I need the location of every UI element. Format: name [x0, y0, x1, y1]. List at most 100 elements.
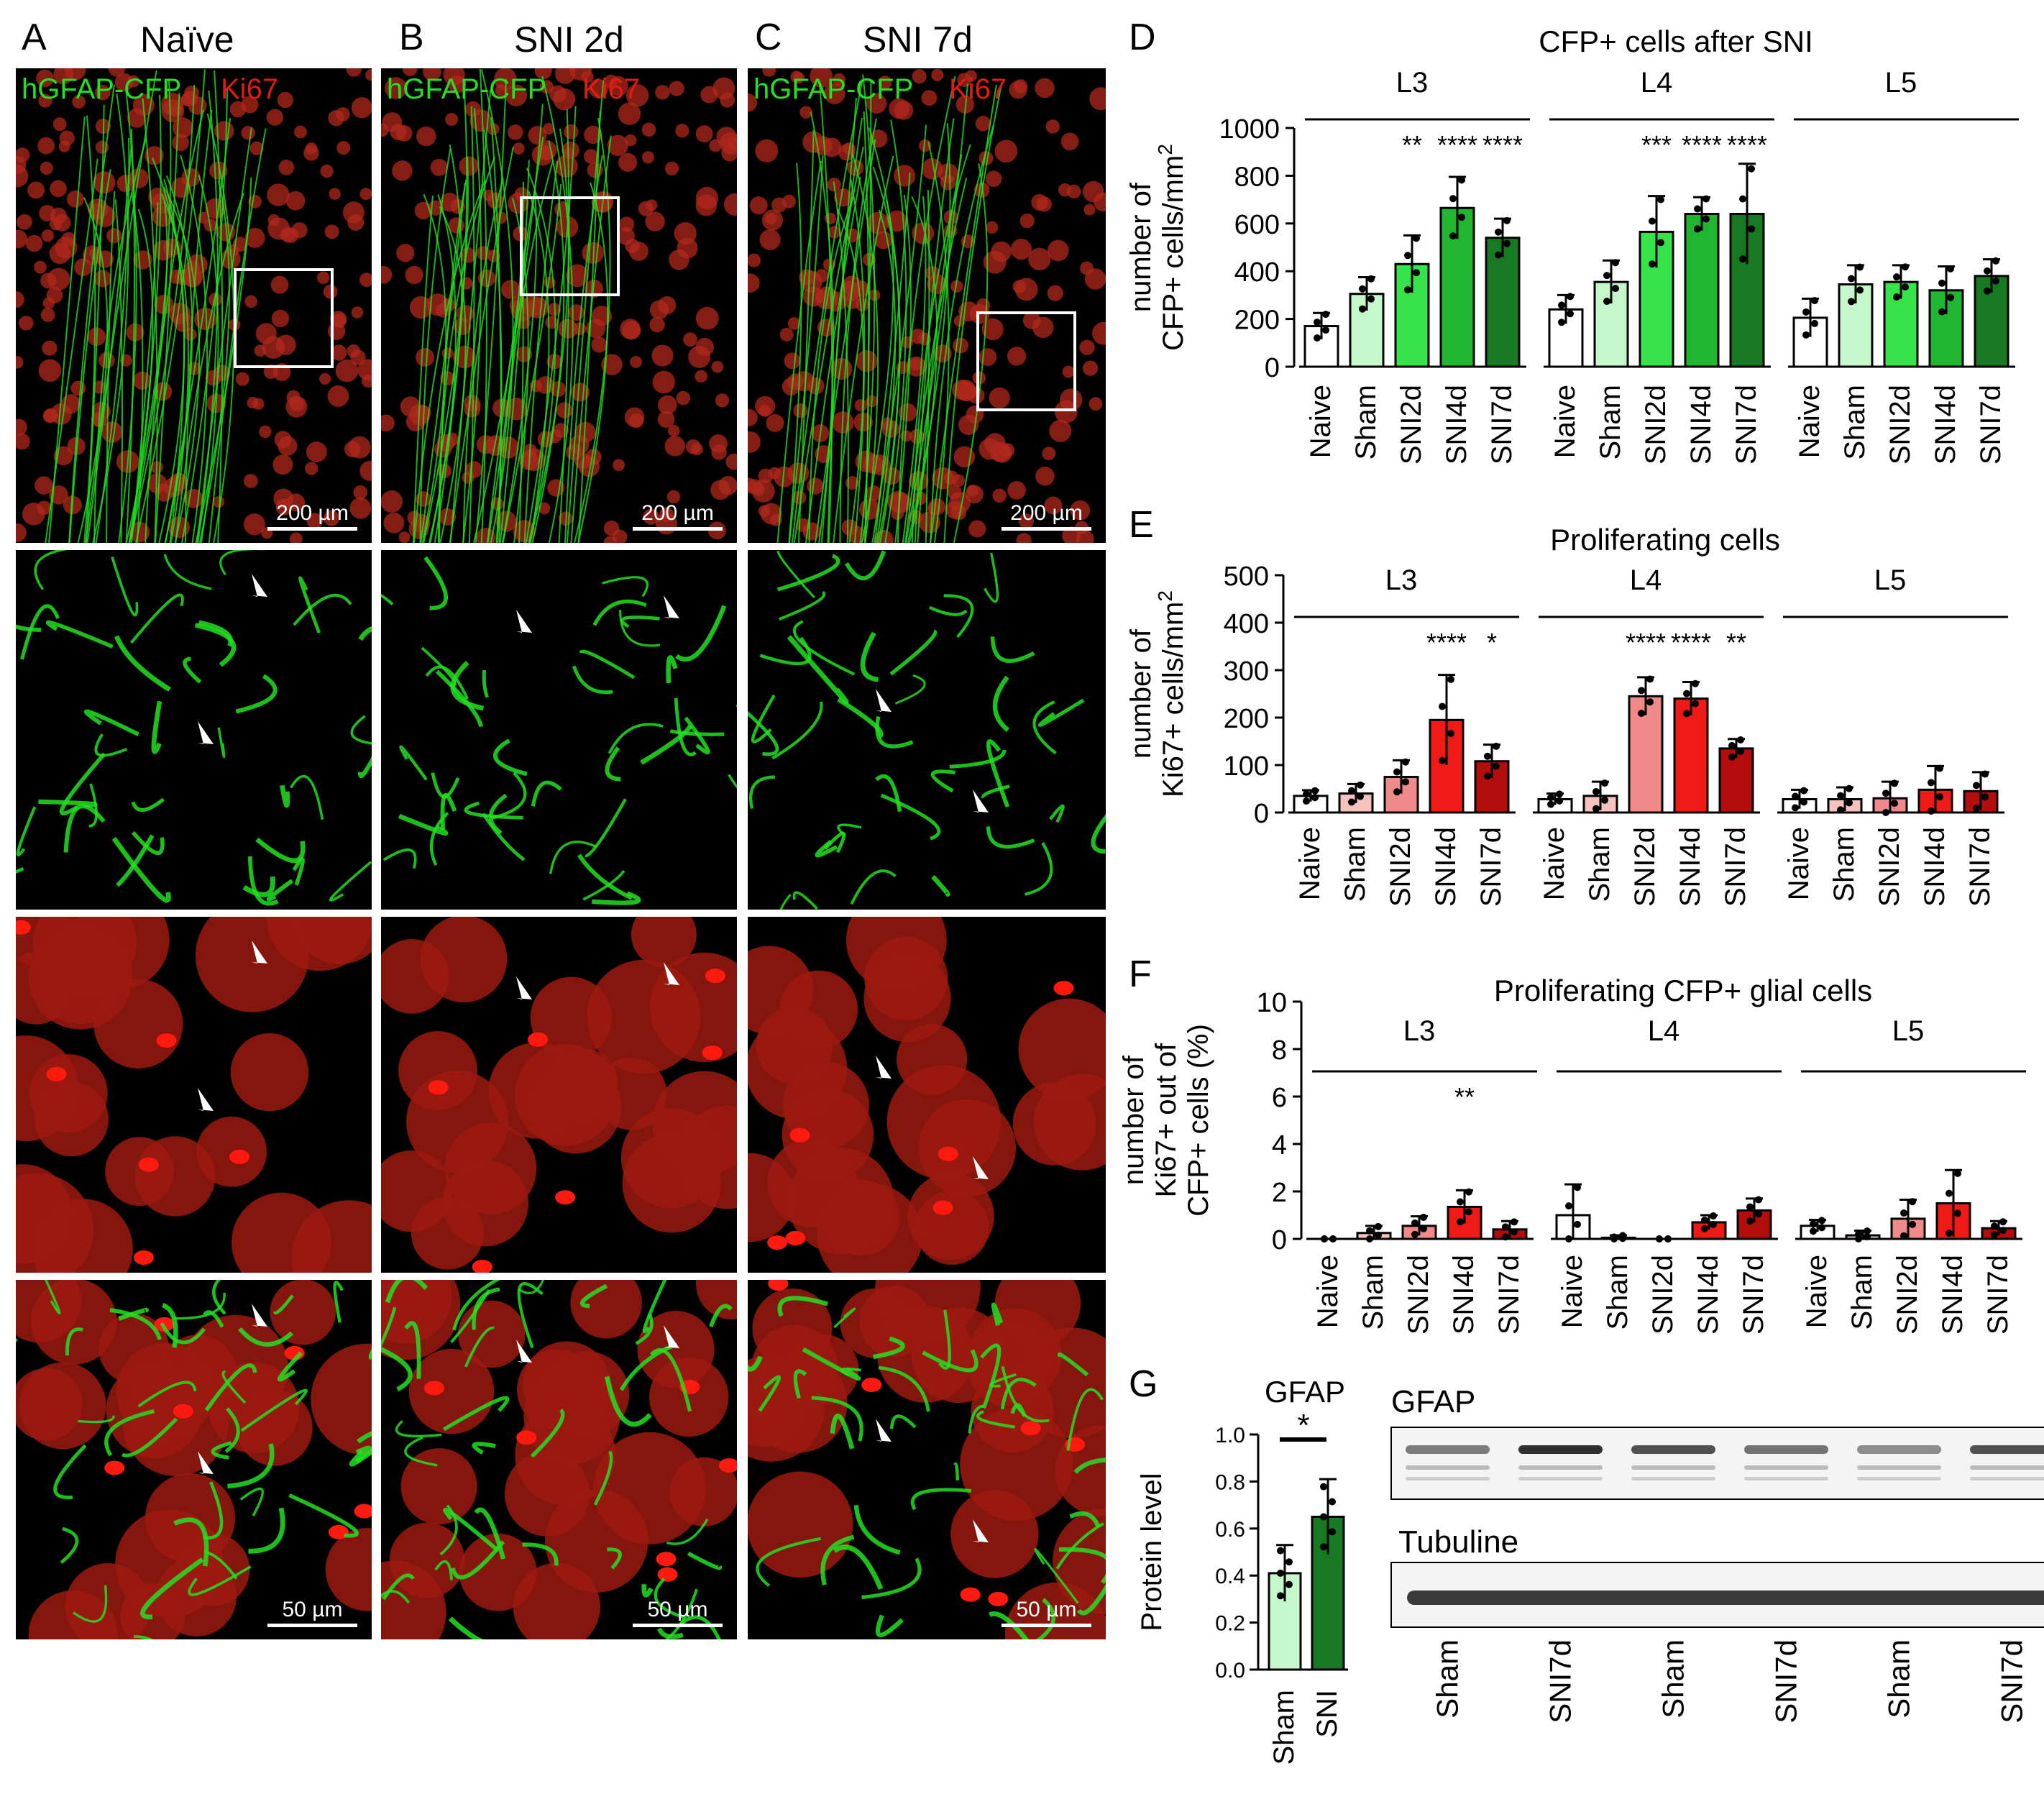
data-point — [1657, 196, 1664, 203]
data-point — [1728, 753, 1736, 761]
data-point — [1947, 265, 1954, 273]
y-tick-label: 0.4 — [1215, 1565, 1245, 1588]
data-point — [1547, 794, 1554, 802]
y-tick-label: 1.0 — [1215, 1424, 1245, 1447]
data-point — [1954, 1209, 1961, 1217]
category-label: Sham — [1584, 827, 1616, 902]
panel-label-f: F — [1129, 953, 1152, 995]
data-point — [1728, 741, 1736, 749]
data-point — [1638, 710, 1645, 718]
data-point — [1457, 1218, 1464, 1226]
data-point — [1457, 1198, 1464, 1206]
data-point — [1748, 165, 1755, 173]
y-tick-label: 200 — [1234, 306, 1280, 336]
data-point — [1447, 730, 1454, 738]
blot-lane-label: SNI7d — [1544, 1639, 1577, 1724]
data-point — [1800, 798, 1807, 806]
y-tick-label: 0 — [1272, 1225, 1287, 1255]
column-title-naive: Naïve — [140, 19, 234, 60]
significance-marker: **** — [1426, 628, 1467, 657]
data-point — [1800, 787, 1807, 795]
data-point — [1882, 809, 1889, 816]
blot-frame-gfap — [1390, 1427, 2044, 1500]
data-point — [1999, 1218, 2007, 1226]
blot-band-gfap-minor — [1857, 1477, 1941, 1480]
data-point — [1928, 779, 1935, 787]
data-point — [1992, 277, 1999, 285]
y-tick-label: 6 — [1272, 1083, 1287, 1113]
group-label-L4: L4 — [1648, 1015, 1680, 1047]
data-point — [1502, 1223, 1509, 1231]
data-point — [1973, 805, 1980, 813]
blot-band-gfap-minor — [1631, 1477, 1715, 1480]
data-point — [1465, 1208, 1472, 1216]
data-point — [1846, 784, 1853, 792]
bar-E-L4-SNI2d — [1628, 695, 1664, 814]
data-point — [1484, 752, 1491, 760]
data-point — [1864, 1233, 1871, 1241]
blot-lane-label: Sham — [1431, 1639, 1465, 1719]
category-label: Sham — [1828, 827, 1860, 902]
category-label: SNI4d — [1692, 1255, 1724, 1335]
blot-label-tubuline: Tubuline — [1398, 1524, 1519, 1560]
data-point — [1314, 334, 1321, 342]
data-point — [1792, 792, 1799, 800]
channel-label-ki67: Ki67 — [949, 73, 1007, 105]
data-point — [1928, 807, 1935, 815]
data-point — [1321, 1235, 1328, 1242]
data-point — [1612, 285, 1619, 293]
data-point — [1511, 1228, 1518, 1236]
data-point — [1638, 687, 1645, 695]
category-label: SNI — [1311, 1690, 1343, 1738]
panel-label-e: E — [1129, 504, 1154, 546]
data-point — [1556, 790, 1563, 798]
data-point — [1413, 269, 1420, 277]
micro-sni7d-row4: 50 µm — [748, 1280, 1106, 1639]
arrowhead-marker — [252, 941, 267, 964]
data-point — [1900, 1232, 1907, 1240]
y-tick-label: 0 — [1265, 353, 1280, 383]
data-point — [1902, 263, 1909, 271]
data-point — [1755, 1196, 1762, 1204]
data-point — [1493, 742, 1500, 750]
y-tick-label: 10 — [1257, 988, 1287, 1018]
category-label: SNI2d — [1403, 1255, 1434, 1335]
category-label: SNI2d — [1395, 385, 1427, 464]
data-point — [1818, 1217, 1825, 1225]
category-label: SNI2d — [1892, 1255, 1923, 1335]
category-label: SNI2d — [1629, 827, 1661, 907]
data-point — [1856, 286, 1864, 294]
data-point — [1882, 790, 1889, 797]
data-point — [1893, 293, 1900, 301]
data-point — [1701, 1225, 1708, 1232]
data-point — [1973, 782, 1980, 790]
micro-naive-row4: 50 µm — [16, 1280, 372, 1639]
y-axis-label-E: number of — [1125, 628, 1157, 759]
data-point — [1946, 1230, 1953, 1237]
blot-band-gfap — [1744, 1445, 1828, 1454]
data-point — [1811, 319, 1818, 327]
y-axis-label-D: CFP+ cells/mm2 — [1154, 144, 1190, 351]
data-point — [1439, 703, 1446, 710]
data-point — [1992, 257, 1999, 265]
micro-sni7d-row1: hGFAP-CFP Ki67 200 µm — [748, 68, 1106, 543]
bar-D-L4-SNI2d — [1639, 230, 1674, 368]
category-label: SNI4d — [1919, 827, 1951, 907]
blot-band-gfap-minor — [1406, 1477, 1490, 1480]
panel-label-a: A — [22, 17, 47, 58]
micro-sni2d-row2 — [381, 550, 737, 910]
data-point — [1277, 1569, 1284, 1577]
blot-band-gfap-minor — [1744, 1465, 1828, 1470]
blot-band-gfap — [1406, 1445, 1490, 1454]
data-point — [1692, 679, 1699, 687]
group-label-L5: L5 — [1874, 564, 1907, 596]
data-point — [1592, 805, 1600, 813]
category-label: SNI2d — [1385, 827, 1416, 907]
channel-label-ki67: Ki67 — [221, 73, 278, 105]
blot-lane-label: Sham — [1882, 1639, 1916, 1719]
significance-marker: ** — [1454, 1082, 1475, 1112]
blot-label-gfap: GFAP — [1391, 1384, 1476, 1419]
category-label: Naive — [1312, 1255, 1344, 1328]
arrowhead-marker — [973, 1156, 989, 1179]
significance-marker: **** — [1482, 130, 1523, 160]
